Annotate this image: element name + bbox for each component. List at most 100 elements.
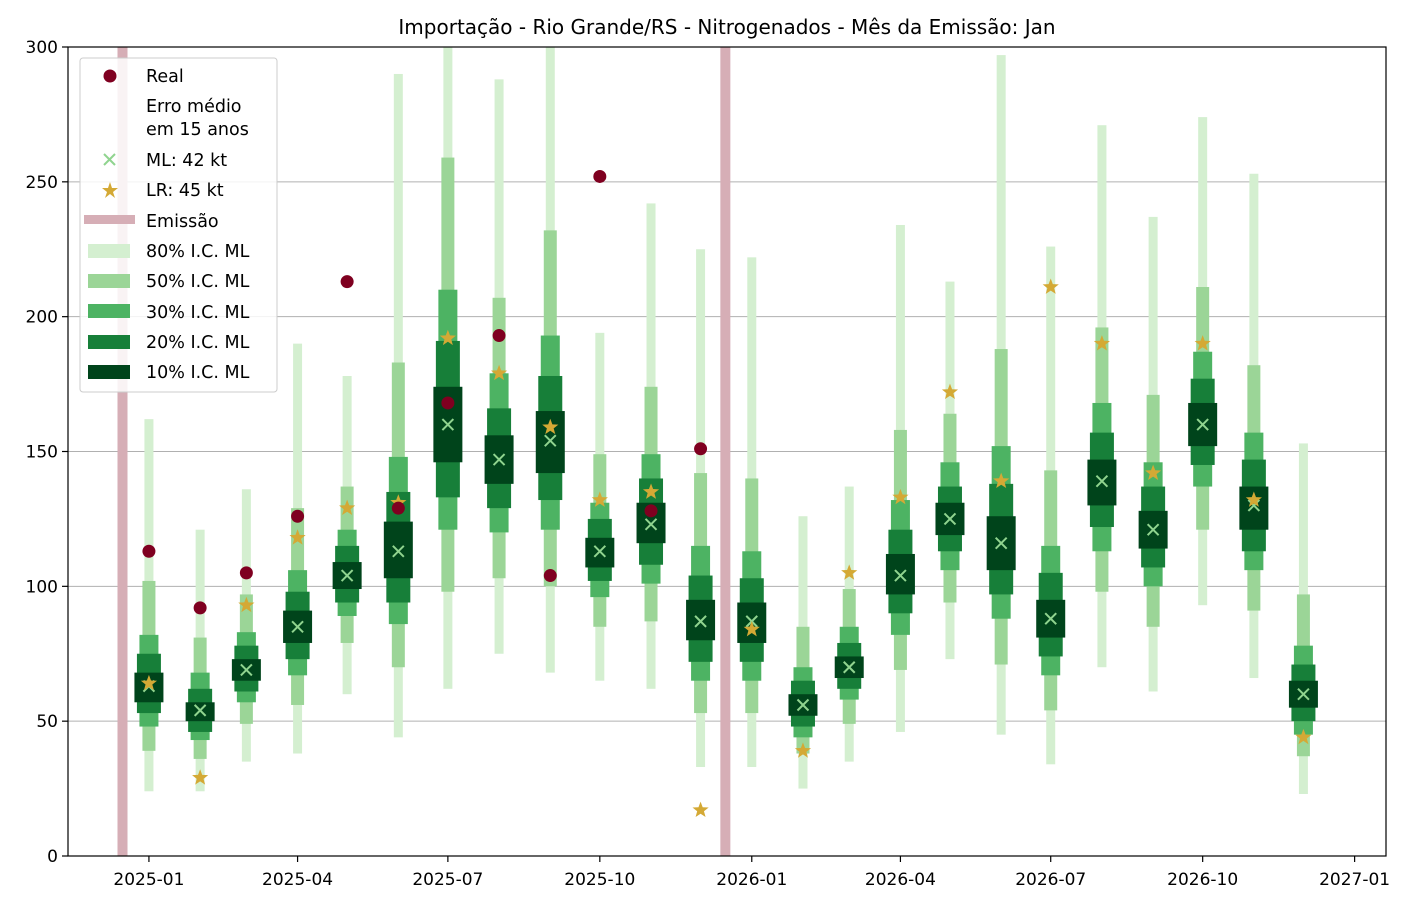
ml-marker-2025-11	[644, 518, 658, 531]
ml-marker-2025-10	[593, 545, 607, 558]
interval-group-2026-01	[737, 257, 767, 768]
ml-marker-2026-09	[1146, 523, 1160, 536]
interval-group-2026-05	[935, 281, 965, 660]
x-tick-label-2026-04: 2026-04	[865, 870, 936, 890]
ml-marker-2025-04	[291, 620, 304, 633]
ml-marker-stroke-b-2026-07	[1044, 612, 1057, 625]
interval-group-2025-03	[231, 489, 261, 762]
real-marker-2025-03	[239, 566, 253, 580]
legend-real-label: Real	[146, 67, 184, 87]
lr-marker-2026-05	[941, 383, 959, 400]
ml-marker-stroke-b-2025-07	[441, 418, 455, 431]
real-marker-2025-04	[291, 509, 305, 523]
legend-emissao-label: Emissão	[146, 212, 219, 232]
ml-marker-2026-03	[843, 661, 856, 674]
x-tick-label-2025-04: 2025-04	[262, 870, 333, 890]
legend-ci20-label: 20% I.C. ML	[146, 333, 250, 353]
ml-marker-stroke-b-2026-08	[1095, 474, 1109, 488]
lr-marker-2025-03	[238, 596, 255, 613]
interval-group-2026-09	[1138, 216, 1168, 692]
ml-marker-stroke-b-2025-03	[240, 663, 253, 677]
interval-group-2025-12	[686, 249, 716, 768]
lr-marker-2025-08	[490, 364, 508, 381]
lr-marker-2026-02	[794, 742, 812, 758]
x-tick-label-2025-10: 2025-10	[564, 870, 635, 890]
y-tick-label-200: 200	[26, 308, 58, 328]
ml-marker-stroke-b-2026-10	[1196, 418, 1209, 431]
lr-marker-2025-01	[140, 674, 158, 691]
legend-ci10-swatch	[88, 365, 130, 379]
real-marker-2025-10	[593, 169, 607, 183]
x-tick-label-2025-07: 2025-07	[412, 870, 483, 890]
x-tick-label-2026-01: 2026-01	[716, 870, 787, 890]
lr-marker-2025-12	[692, 801, 709, 818]
ml-marker-2025-05	[340, 569, 354, 582]
interval-group-2025-07	[433, 47, 463, 689]
interval-group-2026-06	[986, 55, 1016, 735]
ml-marker-2026-11	[1247, 499, 1261, 512]
ml-marker-2025-12	[694, 615, 707, 628]
legend-ci50-swatch	[88, 274, 130, 288]
ml-marker-stroke-b-2026-05	[943, 512, 957, 526]
legend-ml-marker	[103, 153, 116, 166]
lr-marker-2026-09	[1145, 464, 1162, 480]
lr-marker-2026-07	[1042, 278, 1059, 294]
ml-marker-stroke-b-2026-09	[1146, 523, 1160, 536]
ml-marker-stroke-b-2025-09	[544, 434, 557, 447]
lr-marker-2026-11	[1245, 491, 1262, 507]
y-axis: 0 50 100 150 200 250 300	[26, 38, 68, 867]
real-marker-2025-09	[543, 569, 557, 583]
legend-emissao-swatch	[84, 215, 135, 224]
ml-marker-stroke-b-2025-10	[593, 545, 607, 558]
interval-group-2025-04	[283, 343, 313, 754]
lr-marker-2025-02	[192, 769, 209, 785]
lr-marker-2026-08	[1093, 335, 1110, 351]
legend-lr-label: LR: 45 kt	[146, 181, 224, 201]
legend: Real Erro médio em 15 anos ML: 42 kt LR:…	[79, 57, 278, 393]
real-marker-2025-01	[142, 544, 156, 558]
ml-marker-2026-06	[994, 536, 1008, 550]
ml-marker-stroke-b-2025-02	[193, 704, 207, 717]
ml-marker-2025-03	[240, 663, 253, 677]
legend-ci20-swatch	[88, 335, 130, 349]
x-tick-label-2026-07: 2026-07	[1015, 870, 1086, 890]
ml-marker-2026-12	[1297, 687, 1310, 701]
ml-marker-stroke-b-2025-12	[694, 615, 707, 628]
legend-real-marker	[103, 69, 117, 83]
emissao-line-2	[720, 47, 731, 856]
interval-group-2026-04	[885, 224, 915, 732]
ml-marker-stroke-b-2025-04	[291, 620, 304, 633]
ml-marker-2026-04	[894, 569, 907, 582]
lr-marker-2025-09	[542, 418, 559, 435]
legend-ci80-swatch	[88, 244, 130, 258]
ml-marker-stroke-b-2025-11	[644, 518, 658, 531]
ml-marker-stroke-b-2026-06	[994, 536, 1008, 550]
lr-marker-2025-04	[289, 529, 306, 545]
ml-marker-2026-10	[1196, 418, 1209, 431]
interval-group-2025-09	[535, 47, 565, 673]
x-tick-label-2026-10: 2026-10	[1167, 870, 1238, 890]
ml-marker-stroke-b-2026-11	[1247, 499, 1261, 512]
legend-ci30-label: 30% I.C. ML	[146, 303, 250, 323]
ml-marker-2026-07	[1044, 612, 1057, 625]
y-tick-label-150: 150	[26, 443, 58, 463]
y-tick-label-250: 250	[26, 173, 58, 193]
ml-marker-2026-05	[943, 512, 957, 526]
emissao-line-1	[117, 47, 128, 856]
legend-ml-label: ML: 42 kt	[146, 151, 227, 171]
y-tick-label-300: 300	[26, 38, 58, 58]
x-tick-label-2025-01: 2025-01	[113, 870, 184, 890]
ml-marker-stroke-b-2026-03	[843, 661, 856, 674]
lr-marker-2025-10	[591, 491, 608, 507]
chart-title: Importação - Rio Grande/RS - Nitrogenado…	[398, 15, 1055, 39]
ml-marker-2025-07	[441, 418, 455, 431]
legend-ci30-swatch	[88, 304, 130, 318]
y-tick-label-100: 100	[26, 577, 58, 597]
y-tick-label-50: 50	[36, 712, 58, 732]
real-marker-2025-06	[391, 501, 405, 515]
lr-marker-2026-12	[1295, 728, 1312, 745]
ml-marker-2026-02	[796, 698, 810, 712]
real-marker-2025-05	[340, 275, 354, 289]
lr-marker-2025-07	[439, 329, 456, 346]
